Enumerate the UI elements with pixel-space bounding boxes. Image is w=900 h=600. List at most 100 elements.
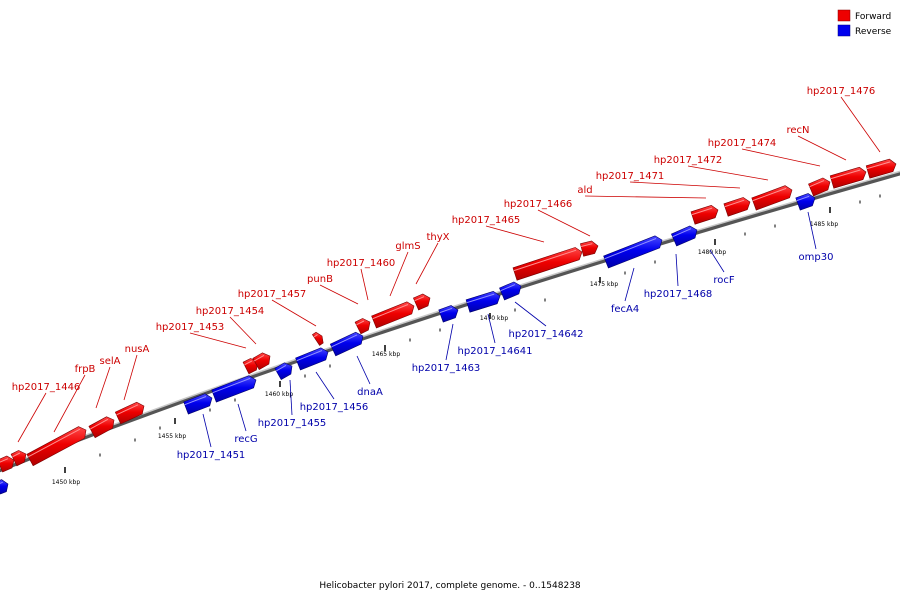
reverse-gene-arrow[interactable] [465,290,501,313]
gene-labels: hp2017_1446 frpB selA nusA hp2017_1453 hp2017… [12,86,876,461]
legend: Forward Reverse [837,9,892,37]
forward-gene-arrow[interactable] [512,247,583,281]
forward-gene-arrow[interactable] [723,197,751,217]
gene-highlight [253,354,265,362]
gene-label-connector [315,371,335,400]
reverse-gene-label: omp30 [799,252,834,263]
forward-gene-arrow[interactable] [865,158,897,179]
gene-highlight [184,396,207,406]
reverse-gene-label: hp2017_1456 [300,402,369,413]
forward-gene-label: glmS [395,241,420,252]
reverse-gene-arrow[interactable] [671,225,698,247]
legend-forward-swatch [837,9,851,22]
gene-label-connector [807,211,817,250]
forward-gene-label: hp2017_1476 [807,86,876,97]
gene-label-connector [584,195,707,199]
forward-gene-arrow[interactable] [371,301,415,329]
gene-label-connector [271,299,317,327]
reverse-gene-arrow[interactable] [603,235,663,269]
reverse-gene-label: fecA4 [611,304,639,315]
gene-label-connector [356,355,371,385]
reverse-gene-arrow[interactable] [499,281,522,301]
reverse-gene-arrow[interactable] [295,347,329,371]
gene-highlight [372,304,409,320]
gene-label-connector [17,392,47,443]
gene-highlight [244,360,253,366]
gene-label-connector [95,366,111,409]
reverse-gene-arrow[interactable] [438,305,459,323]
gene-highlight [12,452,21,458]
gene-highlight [28,428,81,458]
tick-label: 1455 kbp [158,433,186,440]
reverse-gene-arrow[interactable] [0,479,9,495]
reverse-gene-label: hp2017_14641 [458,346,533,357]
forward-gene-label: hp2017_1460 [327,258,396,269]
legend-forward-label: Forward [855,12,891,22]
reverse-gene-arrow[interactable] [795,193,816,211]
tick-label: 1460 kbp [265,391,293,398]
gene-highlight [0,481,3,484]
tick-label: 1470 kbp [480,315,508,322]
gene-label-connector [189,332,247,349]
gene-label-connector [709,249,725,273]
forward-gene-arrow[interactable] [10,450,27,467]
reverse-gene-arrow[interactable] [274,362,293,381]
forward-gene-label: thyX [426,232,449,243]
forward-gene-label: selA [100,356,121,367]
forward-gene-arrow[interactable] [354,318,371,335]
gene-label-connector [445,323,454,361]
gene-label-connector [629,181,741,189]
forward-gene-label: nusA [125,344,150,355]
gene-highlight [414,296,425,302]
gene-label-connector [319,284,359,305]
backbone-shadow [0,171,900,473]
forward-gene-arrow[interactable] [252,352,271,371]
gene-label-connector [840,96,881,153]
gene-highlight [866,161,891,170]
gene-label-connector [237,403,247,432]
forward-gene-arrow[interactable] [413,293,431,311]
forward-gene-arrow[interactable] [808,177,831,197]
gene-highlight [672,228,692,238]
gene-highlight [212,377,251,394]
reverse-gene-arrow[interactable] [183,393,213,415]
gene-label-connector [487,313,496,344]
gene-highlight [752,187,787,202]
gene-label-connector [797,135,847,161]
forward-gene-arrow[interactable] [829,166,867,189]
forward-gene-label: punB [307,274,333,285]
forward-gene-arrow[interactable] [114,401,145,425]
gene-label-connector [123,354,138,401]
gene-highlight [604,238,657,260]
gene-highlight [356,320,365,326]
scale-ticks: 1450 kbp 1455 kbp 1460 kbp 1465 kbp 1470 kbp… [52,194,881,486]
gene-highlight [809,180,825,188]
tick-label: 1475 kbp [590,281,618,288]
forward-gene-arrow[interactable] [751,185,793,211]
forward-gene-arrow[interactable] [311,331,324,346]
forward-gene-arrow[interactable] [0,455,15,473]
gene-highlight [0,458,9,463]
gene-label-connector [485,225,545,243]
gene-highlight [313,334,318,338]
gene-highlight [439,307,453,314]
gene-label-connector [675,253,679,287]
forward-gene-arrow[interactable] [26,426,87,467]
forward-gene-label: hp2017_1466 [504,199,573,210]
forward-gene-label: hp2017_1465 [452,215,521,226]
forward-gene-arrow[interactable] [580,240,599,257]
forward-gene-label: hp2017_1453 [156,322,225,333]
forward-gene-arrow[interactable] [690,204,719,225]
gene-label-connector [687,165,769,181]
tick-label: 1485 kbp [810,221,838,228]
forward-gene-label: hp2017_1454 [196,306,265,317]
gene-label-connector [389,251,409,297]
reverse-gene-label: hp2017_1455 [258,418,327,429]
legend-reverse-label: Reverse [855,27,892,37]
reverse-gene-arrow[interactable] [211,375,257,403]
gene-label-connector [741,148,821,167]
gene-label-connector [360,268,369,301]
forward-gene-arrow[interactable] [88,416,115,439]
reverse-gene-arrow[interactable] [329,331,364,357]
